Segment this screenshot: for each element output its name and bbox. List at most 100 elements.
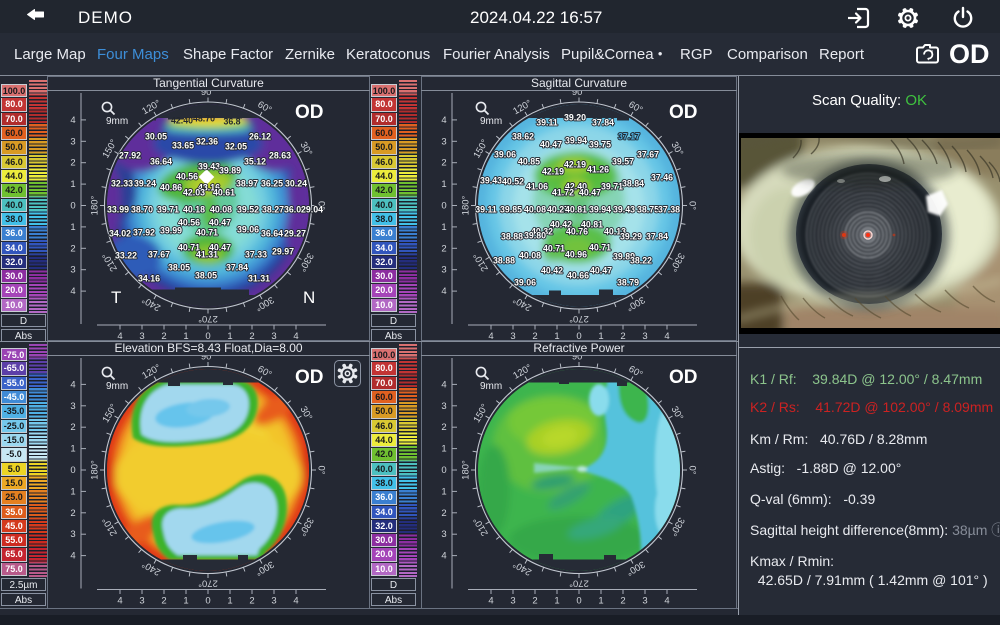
svg-text:39.89: 39.89 bbox=[613, 252, 635, 262]
svg-text:0°: 0° bbox=[315, 465, 326, 474]
svg-text:0: 0 bbox=[576, 596, 581, 607]
svg-text:34.16: 34.16 bbox=[138, 274, 160, 284]
svg-text:3: 3 bbox=[70, 401, 75, 412]
svg-text:3: 3 bbox=[70, 529, 75, 540]
svg-text:41.26: 41.26 bbox=[587, 165, 609, 175]
svg-text:40.66: 40.66 bbox=[567, 271, 589, 281]
svg-text:33.99: 33.99 bbox=[107, 205, 129, 215]
svg-text:39.06: 39.06 bbox=[514, 278, 536, 288]
svg-text:40.81: 40.81 bbox=[581, 220, 603, 230]
svg-text:2: 2 bbox=[441, 243, 446, 254]
svg-text:2: 2 bbox=[249, 596, 254, 607]
svg-text:40.81: 40.81 bbox=[565, 205, 587, 215]
svg-text:39.43: 39.43 bbox=[480, 176, 502, 186]
svg-text:40.18: 40.18 bbox=[183, 205, 205, 215]
svg-text:3: 3 bbox=[441, 401, 446, 412]
svg-text:1: 1 bbox=[70, 444, 75, 455]
svg-text:270°: 270° bbox=[198, 577, 218, 588]
svg-text:2: 2 bbox=[161, 331, 166, 341]
svg-text:39.20: 39.20 bbox=[564, 113, 586, 123]
svg-text:36.8: 36.8 bbox=[223, 117, 240, 127]
svg-text:37.92: 37.92 bbox=[133, 228, 155, 238]
svg-text:34.02: 34.02 bbox=[109, 229, 131, 239]
svg-text:90°: 90° bbox=[201, 356, 216, 363]
svg-text:42.40: 42.40 bbox=[565, 182, 587, 192]
svg-text:40.47: 40.47 bbox=[209, 218, 231, 228]
svg-text:32.36: 32.36 bbox=[196, 137, 218, 147]
svg-text:0: 0 bbox=[70, 201, 75, 212]
svg-text:39.43: 39.43 bbox=[613, 205, 635, 215]
svg-text:40.47: 40.47 bbox=[579, 188, 601, 198]
svg-text:3: 3 bbox=[510, 596, 515, 607]
svg-text:OD: OD bbox=[295, 367, 324, 388]
svg-text:OD: OD bbox=[295, 102, 324, 123]
svg-text:37.84: 37.84 bbox=[646, 232, 668, 242]
svg-text:38.75: 38.75 bbox=[637, 205, 659, 215]
svg-text:41.06: 41.06 bbox=[526, 182, 548, 192]
svg-text:3: 3 bbox=[510, 331, 515, 341]
svg-text:1: 1 bbox=[554, 596, 559, 607]
svg-text:9mm: 9mm bbox=[106, 381, 128, 392]
svg-text:39.75: 39.75 bbox=[589, 140, 611, 150]
svg-text:36.06: 36.06 bbox=[284, 205, 306, 215]
svg-text:OD: OD bbox=[669, 367, 698, 388]
svg-text:2: 2 bbox=[161, 596, 166, 607]
svg-text:40.71: 40.71 bbox=[178, 243, 200, 253]
svg-text:37.33: 37.33 bbox=[245, 250, 267, 260]
svg-text:40.86: 40.86 bbox=[160, 183, 182, 193]
svg-text:1: 1 bbox=[441, 444, 446, 455]
svg-text:2: 2 bbox=[441, 508, 446, 519]
svg-text:3: 3 bbox=[70, 136, 75, 147]
svg-text:39.71: 39.71 bbox=[601, 182, 623, 192]
svg-text:1: 1 bbox=[598, 596, 603, 607]
svg-text:40.85: 40.85 bbox=[518, 157, 540, 167]
svg-text:0°: 0° bbox=[315, 201, 326, 210]
svg-text:180°: 180° bbox=[90, 460, 101, 480]
svg-text:42.40: 42.40 bbox=[171, 116, 193, 126]
svg-text:40.08: 40.08 bbox=[524, 205, 546, 215]
svg-text:40.47: 40.47 bbox=[209, 243, 231, 253]
svg-text:0: 0 bbox=[205, 331, 210, 341]
svg-text:4: 4 bbox=[70, 115, 75, 126]
svg-text:9mm: 9mm bbox=[106, 116, 128, 127]
svg-text:29.04: 29.04 bbox=[301, 205, 323, 215]
svg-text:26.12: 26.12 bbox=[249, 132, 271, 142]
svg-text:28.63: 28.63 bbox=[269, 151, 291, 161]
svg-text:90°: 90° bbox=[572, 356, 587, 363]
svg-text:1: 1 bbox=[227, 596, 232, 607]
svg-text:37.67: 37.67 bbox=[637, 150, 659, 160]
svg-text:33.22: 33.22 bbox=[115, 251, 137, 261]
svg-text:9mm: 9mm bbox=[480, 381, 502, 392]
svg-text:38.22: 38.22 bbox=[630, 256, 652, 266]
svg-text:39.80: 39.80 bbox=[524, 231, 546, 241]
svg-text:1: 1 bbox=[441, 222, 446, 233]
svg-text:40.52: 40.52 bbox=[502, 177, 524, 187]
svg-text:9mm: 9mm bbox=[480, 116, 502, 127]
svg-text:1: 1 bbox=[441, 179, 446, 190]
svg-text:40.96: 40.96 bbox=[565, 250, 587, 260]
svg-text:37.84: 37.84 bbox=[226, 263, 248, 273]
svg-text:42.19: 42.19 bbox=[564, 160, 586, 170]
svg-text:39.29: 39.29 bbox=[620, 232, 642, 242]
svg-text:40.76: 40.76 bbox=[566, 227, 588, 237]
svg-text:4: 4 bbox=[293, 596, 298, 607]
svg-text:4: 4 bbox=[70, 379, 75, 390]
svg-text:29.27: 29.27 bbox=[284, 229, 306, 239]
svg-text:31.31: 31.31 bbox=[248, 274, 270, 284]
svg-text:40.71: 40.71 bbox=[589, 243, 611, 253]
svg-text:0°: 0° bbox=[686, 465, 697, 474]
svg-text:48.70: 48.70 bbox=[193, 114, 215, 124]
svg-text:38.84: 38.84 bbox=[622, 179, 644, 189]
svg-text:4: 4 bbox=[441, 115, 446, 126]
svg-text:3: 3 bbox=[441, 136, 446, 147]
svg-text:37.67: 37.67 bbox=[148, 250, 170, 260]
svg-text:40.56: 40.56 bbox=[178, 218, 200, 228]
svg-text:40.13: 40.13 bbox=[604, 227, 626, 237]
svg-text:39.71: 39.71 bbox=[157, 205, 179, 215]
svg-text:40.08: 40.08 bbox=[210, 205, 232, 215]
svg-text:270°: 270° bbox=[198, 313, 218, 324]
svg-text:0: 0 bbox=[70, 465, 75, 476]
svg-text:39.57: 39.57 bbox=[612, 157, 634, 167]
svg-text:39.85: 39.85 bbox=[500, 205, 522, 215]
svg-text:36.64: 36.64 bbox=[261, 229, 283, 239]
